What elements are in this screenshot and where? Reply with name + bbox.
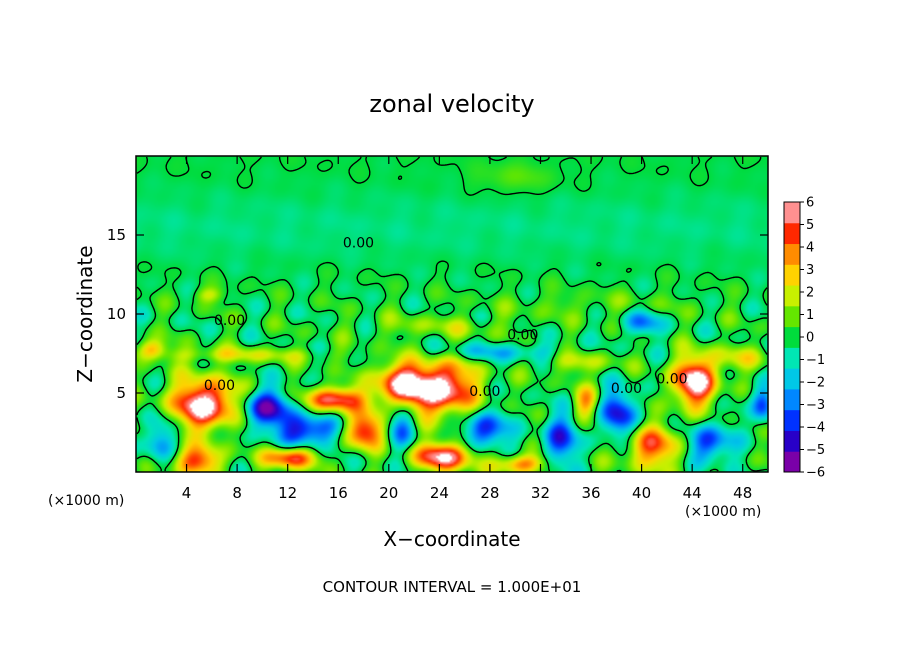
- contour-label: 0.00: [469, 384, 500, 400]
- x-tick-label: 28: [480, 484, 499, 502]
- colorbar-swatch: [784, 347, 800, 369]
- x-tick-label: 20: [379, 484, 398, 502]
- colorbar-swatch: [784, 305, 800, 328]
- colorbar-swatch: [784, 285, 800, 307]
- colorbar-swatch: [784, 264, 800, 286]
- x-axis-label: X−coordinate: [383, 527, 520, 551]
- colorbar-tick-label: 1: [806, 308, 814, 323]
- contour-label: 0.00: [507, 327, 538, 343]
- colorbar-swatch: [784, 243, 800, 265]
- x-tick-label: 24: [430, 484, 449, 502]
- colorbar-swatch: [784, 326, 800, 348]
- contour-label: 0.00: [656, 372, 687, 388]
- x-tick-label: 40: [632, 484, 651, 502]
- y-axis-label: Z−coordinate: [73, 245, 97, 382]
- colorbar-tick-label: 4: [806, 241, 814, 256]
- colorbar-swatch: [784, 451, 800, 473]
- velocity-field: [136, 156, 768, 472]
- colorbar-tick-label: −1: [806, 353, 825, 368]
- contour-label: 0.00: [204, 378, 235, 394]
- x-tick-label: 12: [278, 484, 297, 502]
- y-tick-label: 5: [116, 384, 126, 402]
- colorbar-tick-label: 6: [806, 196, 814, 211]
- colorbar-tick-label: −4: [806, 421, 825, 436]
- x-tick-label: 32: [531, 484, 550, 502]
- colorbar-tick-label: −3: [806, 398, 825, 413]
- x-tick-label: 36: [581, 484, 600, 502]
- y-axis-ticks: 5 10 15: [107, 226, 768, 402]
- contour-labels: 0.00 0.00 0.00 0.00 0.00 0.00 0.00: [204, 236, 688, 401]
- colorbar-tick-label: 5: [806, 218, 814, 233]
- colorbar-swatch: [784, 388, 800, 411]
- colorbar-tick-label: 0: [806, 331, 814, 346]
- colorbar-swatch: [784, 430, 800, 452]
- contour-label: 0.00: [343, 236, 374, 252]
- contour-label: 0.00: [611, 381, 642, 397]
- plot-area: 0.00 0.00 0.00 0.00 0.00 0.00 0.00: [135, 155, 769, 473]
- colorbar-tick-label: −5: [806, 443, 825, 458]
- colorbar-tick-label: −6: [806, 466, 825, 481]
- colorbar-swatch: [784, 368, 800, 390]
- x-tick-label: 16: [329, 484, 348, 502]
- colorbar-tick-label: 3: [806, 263, 814, 278]
- colorbar-swatch: [784, 202, 800, 224]
- contour-interval-note: CONTOUR INTERVAL = 1.000E+01: [323, 578, 582, 596]
- colorbar-swatch: [784, 409, 800, 431]
- x-unit-label-left: (×1000 m): [48, 493, 124, 509]
- zero-contour-lines: [136, 156, 768, 472]
- y-tick-label: 10: [107, 305, 126, 323]
- x-unit-label-right: (×1000 m): [685, 504, 761, 520]
- x-tick-label: 8: [232, 484, 242, 502]
- y-tick-label: 15: [107, 226, 126, 244]
- x-tick-label: 4: [182, 484, 192, 502]
- colorbar-tick-label: 2: [806, 286, 814, 301]
- x-tick-label: 44: [683, 484, 702, 502]
- colorbar: 6 5 4 3 2 1 0 −1 −2 −3 −4 −5 −6: [783, 196, 825, 481]
- x-axis-ticks: 4 8 12 16 20 24 28 32 36 40 44 48: [182, 156, 752, 502]
- x-tick-label: 48: [733, 484, 752, 502]
- colorbar-swatch: [784, 222, 800, 245]
- chart-title: zonal velocity: [369, 90, 534, 118]
- colorbar-tick-label: −2: [806, 376, 825, 391]
- contour-label: 0.00: [214, 313, 245, 329]
